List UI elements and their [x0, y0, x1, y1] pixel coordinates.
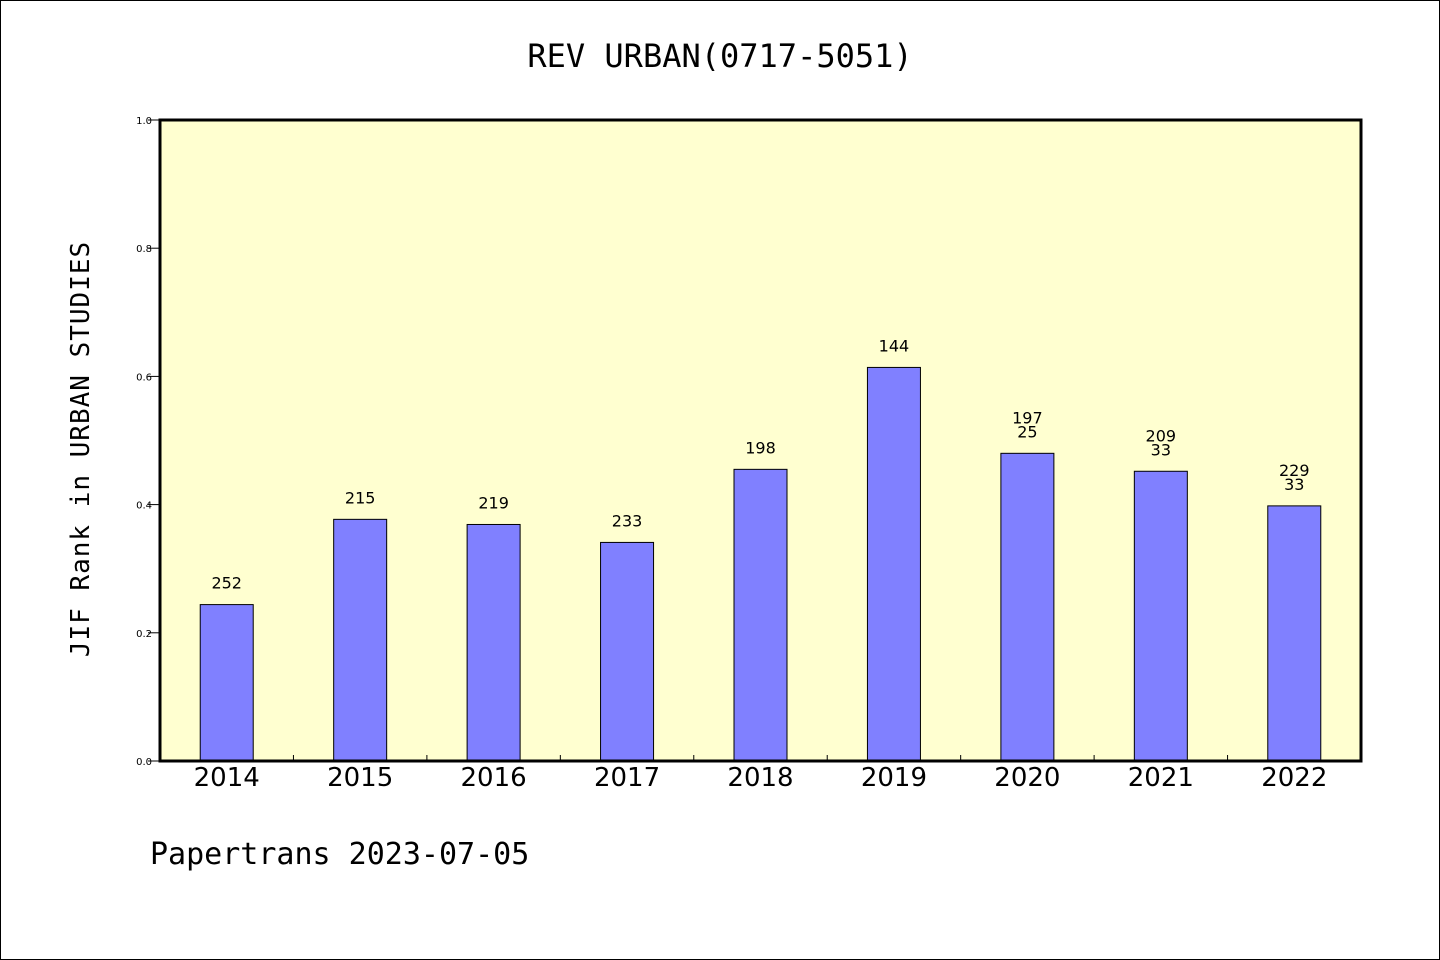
data-label: 33 — [1284, 475, 1304, 494]
bar-2022 — [1267, 505, 1322, 762]
bar-2017 — [600, 541, 655, 762]
y-tick-label: 0.6 — [136, 372, 152, 383]
y-tick-label: 0.0 — [136, 757, 152, 768]
data-label: 33 — [1151, 440, 1171, 459]
data-label: 215 — [345, 488, 376, 507]
bar-2021 — [1133, 470, 1188, 762]
bar-2019 — [866, 366, 921, 762]
chart-title: REV URBAN(0717-5051) — [527, 37, 912, 75]
data-label: 209 — [1146, 426, 1177, 445]
x-tick-label: 2015 — [327, 763, 393, 793]
x-tick-label: 2014 — [194, 763, 260, 793]
bar-2020 — [1000, 452, 1055, 762]
x-tick-label: 2020 — [994, 763, 1060, 793]
data-label: 198 — [745, 438, 776, 457]
y-tick-label: 0.4 — [136, 501, 152, 512]
data-label: 219 — [478, 493, 509, 512]
data-label: 229 — [1279, 461, 1310, 480]
data-label: 144 — [879, 336, 910, 355]
data-label: 25 — [1017, 422, 1037, 441]
bars-group — [199, 366, 1322, 762]
x-tick-label: 2017 — [594, 763, 660, 793]
x-axis: 2014 2015 2016 2017 2018 2019 2020 2021 2022 — [194, 755, 1327, 793]
bar-2015 — [333, 518, 388, 762]
data-label: 233 — [612, 511, 643, 530]
y-tick-label: 0.8 — [136, 244, 152, 255]
y-tick-label: 0.2 — [136, 629, 152, 640]
y-axis: 0.0 0.2 0.4 0.6 0.8 1.0 — [136, 116, 160, 768]
y-tick-label: 1.0 — [136, 116, 152, 127]
bar-2014 — [199, 604, 254, 762]
plot-border — [158, 118, 1363, 763]
x-tick-label: 2019 — [861, 763, 927, 793]
x-tick-label: 2021 — [1128, 763, 1194, 793]
x-tick-label: 2018 — [727, 763, 793, 793]
x-tick-label: 2022 — [1261, 763, 1327, 793]
data-label: 252 — [211, 574, 242, 593]
y-axis-label: JIF Rank in URBAN STUDIES — [66, 241, 96, 657]
x-tick-label: 2016 — [461, 763, 527, 793]
footer-text: Papertrans 2023-07-05 — [150, 837, 529, 872]
bar-2016 — [466, 523, 521, 762]
data-label: 197 — [1012, 408, 1043, 427]
bar-2018 — [733, 468, 788, 762]
